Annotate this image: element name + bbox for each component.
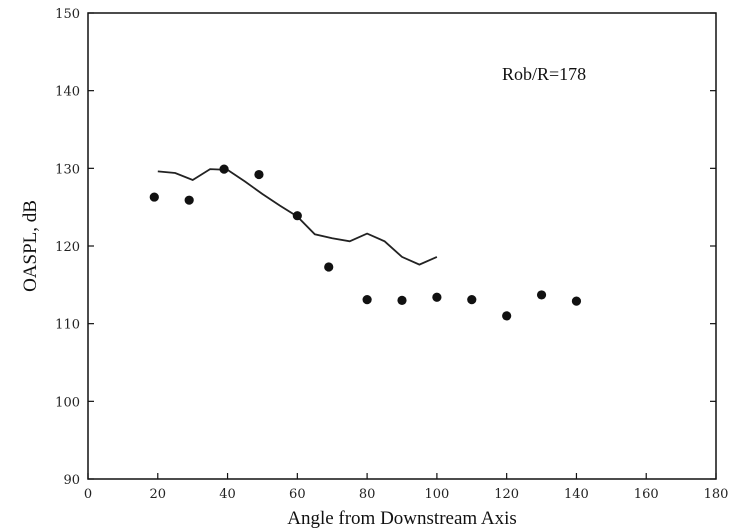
- x-tick-label: 160: [634, 487, 659, 502]
- y-tick-labels: 90 100 110 120 130 140 150: [55, 7, 80, 488]
- x-tick-label: 140: [564, 487, 589, 502]
- annotation-label: Rob/R=178: [502, 64, 586, 84]
- data-point: [184, 195, 194, 205]
- data-point: [254, 169, 264, 180]
- x-tick-labels: 0 20 40 60 80 100 120 140 160 180: [84, 487, 729, 502]
- y-tick-label: 110: [55, 318, 80, 333]
- axis-ticks: [87, 12, 717, 480]
- x-axis-title: Angle from Downstream Axis: [287, 508, 517, 529]
- data-point: [467, 294, 477, 305]
- data-point: [362, 294, 372, 305]
- y-axis-title: OASPL, dB: [20, 200, 41, 292]
- plot-frame: [87, 12, 717, 480]
- data-point: [536, 290, 547, 300]
- data-point: [502, 311, 512, 321]
- data-points: [149, 164, 582, 321]
- y-tick-label: 140: [55, 85, 80, 100]
- y-tick-label: 100: [55, 395, 80, 410]
- data-point: [397, 295, 407, 305]
- y-tick-label: 150: [55, 7, 80, 22]
- data-point: [571, 296, 582, 306]
- x-tick-label: 100: [424, 487, 449, 502]
- x-tick-label: 40: [219, 487, 236, 502]
- y-tick-label: 120: [55, 240, 80, 255]
- x-tick-label: 0: [84, 487, 92, 502]
- data-point: [292, 211, 302, 221]
- x-tick-label: 80: [359, 487, 376, 502]
- x-tick-label: 60: [289, 487, 306, 502]
- x-tick-label: 180: [704, 487, 729, 502]
- data-point: [219, 164, 229, 174]
- data-point: [432, 292, 442, 302]
- x-tick-label: 120: [494, 487, 519, 502]
- y-tick-label: 90: [63, 473, 80, 488]
- data-point: [149, 192, 159, 202]
- x-tick-label: 20: [150, 487, 167, 502]
- data-point: [324, 262, 334, 272]
- y-tick-label: 130: [55, 162, 80, 177]
